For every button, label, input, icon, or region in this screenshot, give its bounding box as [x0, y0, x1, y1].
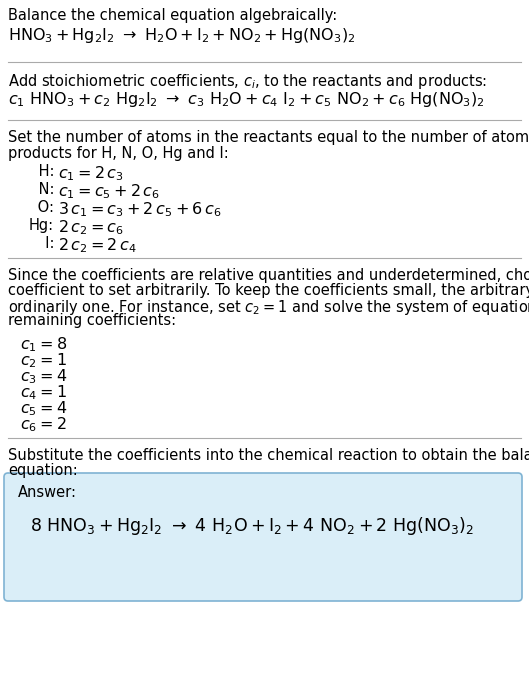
Text: $2\,c_2 = c_6$: $2\,c_2 = c_6$: [58, 218, 124, 237]
Text: coefficient to set arbitrarily. To keep the coefficients small, the arbitrary va: coefficient to set arbitrarily. To keep …: [8, 283, 529, 298]
Text: I:: I:: [35, 236, 54, 251]
Text: equation:: equation:: [8, 463, 78, 478]
Text: Balance the chemical equation algebraically:: Balance the chemical equation algebraica…: [8, 8, 338, 23]
Text: H:: H:: [33, 164, 54, 179]
Text: $c_6 = 2$: $c_6 = 2$: [20, 415, 67, 433]
Text: $c_1 = 2\,c_3$: $c_1 = 2\,c_3$: [58, 164, 124, 183]
Text: $c_5 = 4$: $c_5 = 4$: [20, 399, 67, 418]
Text: $3\,c_1 = c_3 + 2\,c_5 + 6\,c_6$: $3\,c_1 = c_3 + 2\,c_5 + 6\,c_6$: [58, 200, 222, 218]
Text: Hg:: Hg:: [29, 218, 54, 233]
Text: remaining coefficients:: remaining coefficients:: [8, 313, 176, 328]
Text: Answer:: Answer:: [18, 485, 77, 500]
Text: $8\ \mathrm{HNO_3} + \mathrm{Hg_2I_2}\ \rightarrow\ 4\ \mathrm{H_2O} + \mathrm{I: $8\ \mathrm{HNO_3} + \mathrm{Hg_2I_2}\ \…: [30, 515, 474, 537]
Text: O:: O:: [33, 200, 54, 215]
Text: Add stoichiometric coefficients, $c_i$, to the reactants and products:: Add stoichiometric coefficients, $c_i$, …: [8, 72, 487, 91]
Text: N:: N:: [33, 182, 54, 197]
Text: $c_4 = 1$: $c_4 = 1$: [20, 383, 67, 402]
Text: ordinarily one. For instance, set $c_2 = 1$ and solve the system of equations fo: ordinarily one. For instance, set $c_2 =…: [8, 298, 529, 317]
Text: $c_1 = 8$: $c_1 = 8$: [20, 335, 67, 354]
Text: Substitute the coefficients into the chemical reaction to obtain the balanced: Substitute the coefficients into the che…: [8, 448, 529, 463]
Text: products for H, N, O, Hg and I:: products for H, N, O, Hg and I:: [8, 146, 229, 161]
FancyBboxPatch shape: [4, 473, 522, 601]
Text: $2\,c_2 = 2\,c_4$: $2\,c_2 = 2\,c_4$: [58, 236, 137, 255]
Text: $c_2 = 1$: $c_2 = 1$: [20, 351, 67, 370]
Text: Since the coefficients are relative quantities and underdetermined, choose a: Since the coefficients are relative quan…: [8, 268, 529, 283]
Text: Set the number of atoms in the reactants equal to the number of atoms in the: Set the number of atoms in the reactants…: [8, 130, 529, 145]
Text: $\mathrm{HNO_3 + Hg_2I_2\ \rightarrow\ H_2O + I_2 + NO_2 + Hg(NO_3)_2}$: $\mathrm{HNO_3 + Hg_2I_2\ \rightarrow\ H…: [8, 26, 355, 45]
Text: $c_3 = 4$: $c_3 = 4$: [20, 367, 67, 385]
Text: $c_1 = c_5 + 2\,c_6$: $c_1 = c_5 + 2\,c_6$: [58, 182, 160, 201]
Text: $c_1\ \mathrm{HNO_3} + c_2\ \mathrm{Hg_2I_2}\ \rightarrow\ c_3\ \mathrm{H_2O} + : $c_1\ \mathrm{HNO_3} + c_2\ \mathrm{Hg_2…: [8, 90, 485, 109]
